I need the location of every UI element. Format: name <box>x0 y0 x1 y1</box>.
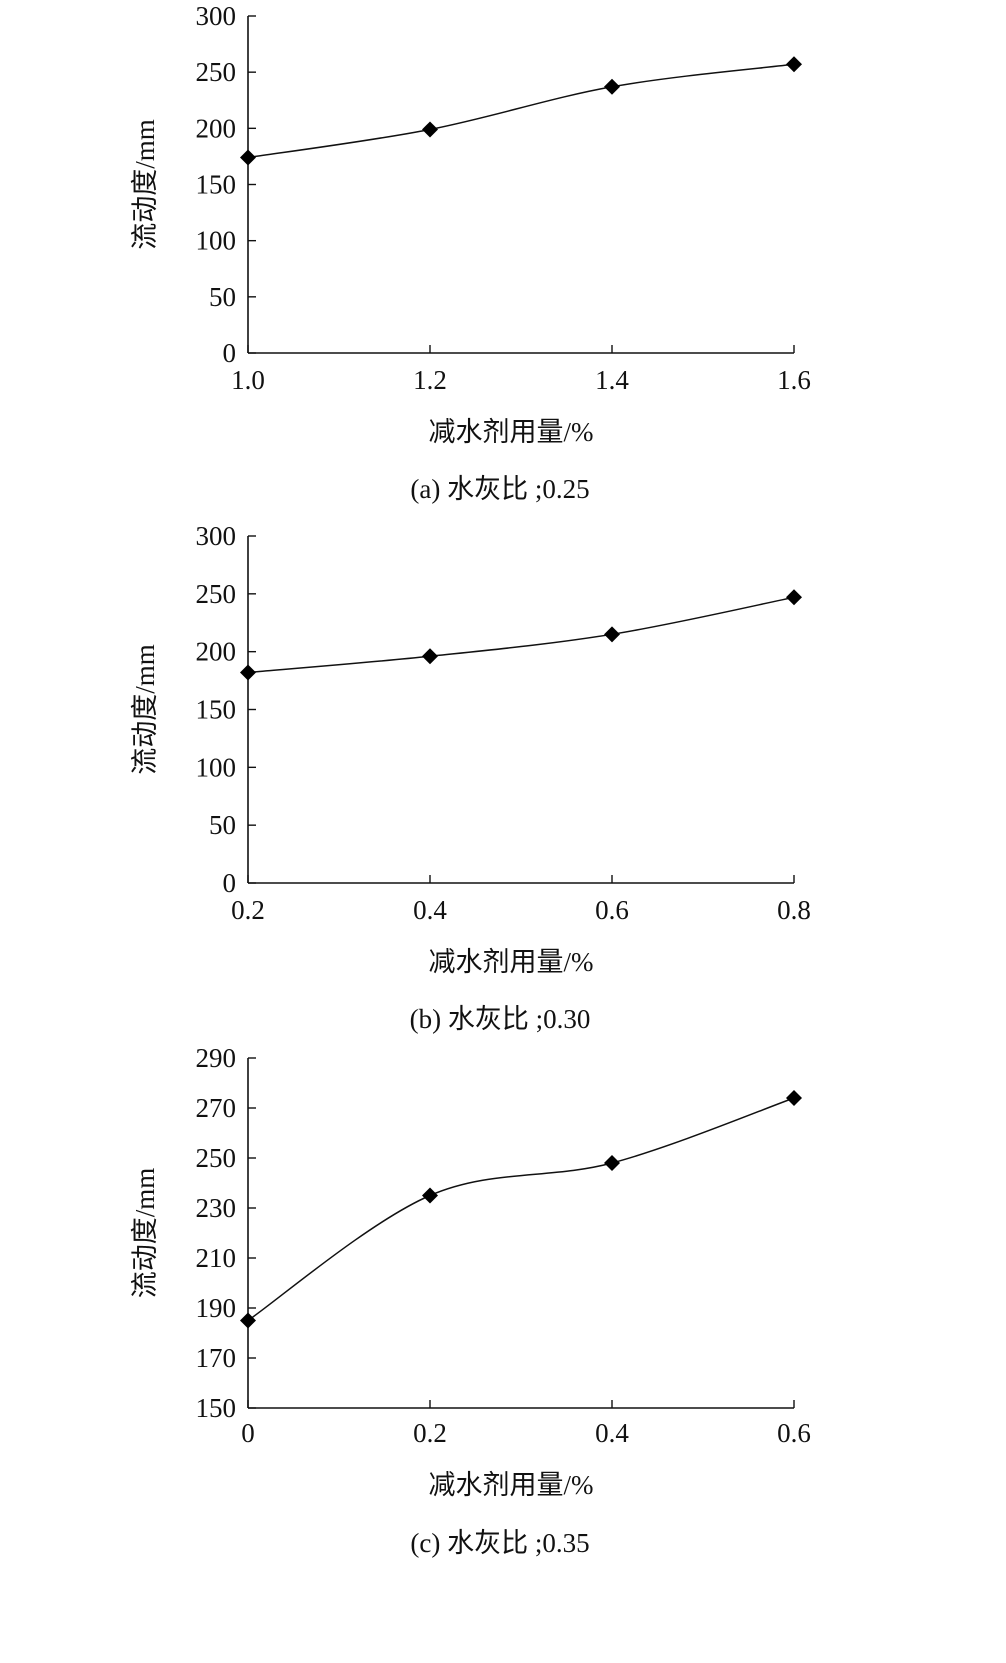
x-tick-label: 0.4 <box>413 895 447 925</box>
x-tick-label: 1.4 <box>595 365 629 395</box>
x-tick-label: 0.6 <box>595 895 629 925</box>
data-point-marker <box>604 626 620 643</box>
series-line <box>247 596 795 674</box>
chart-panel-1: 0 50 100 150 200 250 300 1.0 1.2 1.4 1.6 减水剂用量/% 流动度… <box>130 1 811 504</box>
y-axis-title: 流动度/mm <box>130 119 160 250</box>
y-tick-label: 270 <box>196 1093 237 1123</box>
y-tick-label: 300 <box>196 521 237 551</box>
y-tick-label: 150 <box>196 170 237 200</box>
y-tick-label: 210 <box>196 1243 237 1273</box>
data-point-marker <box>786 1090 802 1106</box>
data-point-marker <box>604 78 620 95</box>
x-axis-title: 减水剂用量/% <box>429 1470 594 1500</box>
y-tick-label: 50 <box>209 810 236 840</box>
y-tick-label: 300 <box>196 1 237 31</box>
y-tick-label: 200 <box>196 113 237 143</box>
panel-caption: (b) 水灰比 ;0.30 <box>410 1004 591 1034</box>
panel-caption: (c) 水灰比 ;0.35 <box>410 1528 589 1558</box>
data-point-marker <box>240 1312 256 1329</box>
y-tick-label: 100 <box>196 226 237 256</box>
x-tick-label: 0.2 <box>231 895 265 925</box>
data-point-marker <box>604 1155 620 1171</box>
data-point-marker <box>422 648 438 665</box>
x-axis-title: 减水剂用量/% <box>429 947 594 977</box>
y-tick-label: 230 <box>196 1193 237 1223</box>
y-axis-title: 流动度/mm <box>130 1168 160 1299</box>
x-tick-label: 1.2 <box>413 365 447 395</box>
y-tick-label: 0 <box>223 338 237 368</box>
data-point-marker <box>786 56 802 73</box>
x-tick-label: 0.8 <box>777 895 811 925</box>
data-point-marker <box>240 664 256 681</box>
x-tick-label: 1.6 <box>777 365 811 395</box>
panel-caption: (a) 水灰比 ;0.25 <box>410 474 589 504</box>
y-axis-title: 流动度/mm <box>130 644 160 775</box>
series-line <box>247 63 795 159</box>
y-tick-label: 50 <box>209 282 236 312</box>
chart-panel-2: 0 50 100 150 200 250 300 0.2 0.4 0.6 0.8 减水剂用量/% 流动度… <box>130 521 811 1034</box>
y-tick-label: 290 <box>196 1043 237 1073</box>
data-point-marker <box>786 589 802 606</box>
data-point-marker <box>422 1187 438 1204</box>
y-tick-label: 150 <box>196 1393 237 1423</box>
chart-panel-3: 150 170 190 210 230 250 270 290 0 0.2 0.4 0.6 减水剂用量/… <box>130 1043 811 1558</box>
data-point-marker <box>240 149 256 166</box>
y-tick-label: 250 <box>196 57 237 87</box>
x-tick-label: 0.2 <box>413 1418 447 1448</box>
y-tick-label: 250 <box>196 579 237 609</box>
x-axis-title: 减水剂用量/% <box>429 417 594 447</box>
x-tick-label: 1.0 <box>231 365 265 395</box>
series-line <box>247 1097 795 1322</box>
y-tick-label: 100 <box>196 752 237 782</box>
data-point-marker <box>422 121 438 138</box>
x-tick-label: 0 <box>241 1418 255 1448</box>
y-tick-label: 0 <box>223 868 237 898</box>
y-tick-label: 150 <box>196 695 237 725</box>
y-tick-label: 170 <box>196 1343 237 1373</box>
x-tick-label: 0.6 <box>777 1418 811 1448</box>
y-tick-label: 190 <box>196 1293 237 1323</box>
x-tick-label: 0.4 <box>595 1418 629 1448</box>
y-tick-label: 250 <box>196 1143 237 1173</box>
y-tick-label: 200 <box>196 637 237 667</box>
